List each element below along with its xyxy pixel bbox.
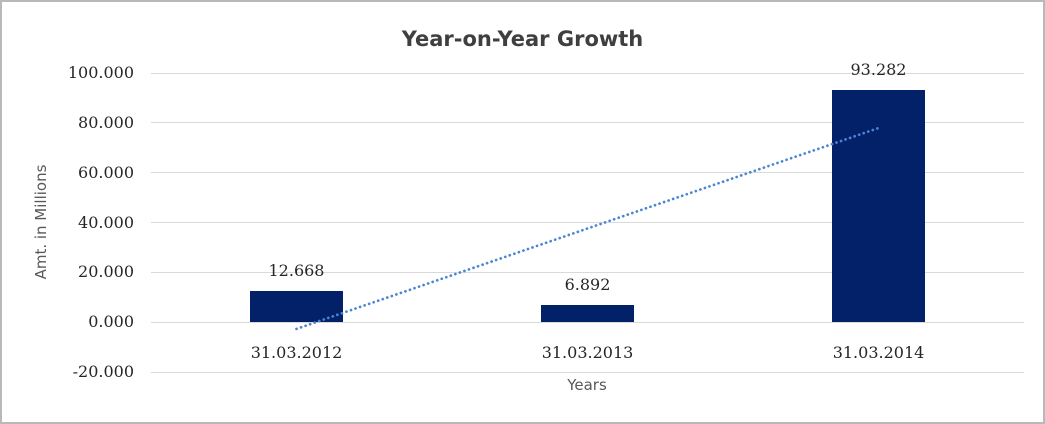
chart-title: Year-on-Year Growth [401,27,644,51]
y-tick-label: -20.000 [72,362,134,381]
y-tick-label: 40.000 [78,212,134,232]
y-tick-label: 0.000 [88,312,134,332]
bar [832,89,925,323]
bar-data-label: 6.892 [564,274,611,294]
bar [541,304,634,323]
gridline [151,122,1024,124]
y-tick-label: 80.000 [78,112,134,132]
x-axis-title: Years [567,376,607,394]
y-tick-label: 20.000 [78,262,134,282]
trendline-path [295,126,880,331]
gridline [151,371,1024,373]
y-tick-label: 100.000 [67,63,134,82]
bar-data-label: 12.668 [268,260,325,280]
gridline [151,72,1024,74]
x-category-label: 31.03.2012 [250,343,343,362]
bar-data-label: 93.282 [850,59,907,79]
y-tick-label: 60.000 [78,162,134,182]
x-category-label: 31.03.2013 [541,343,634,362]
bar [250,290,343,323]
x-category-label: 31.03.2014 [832,343,925,362]
